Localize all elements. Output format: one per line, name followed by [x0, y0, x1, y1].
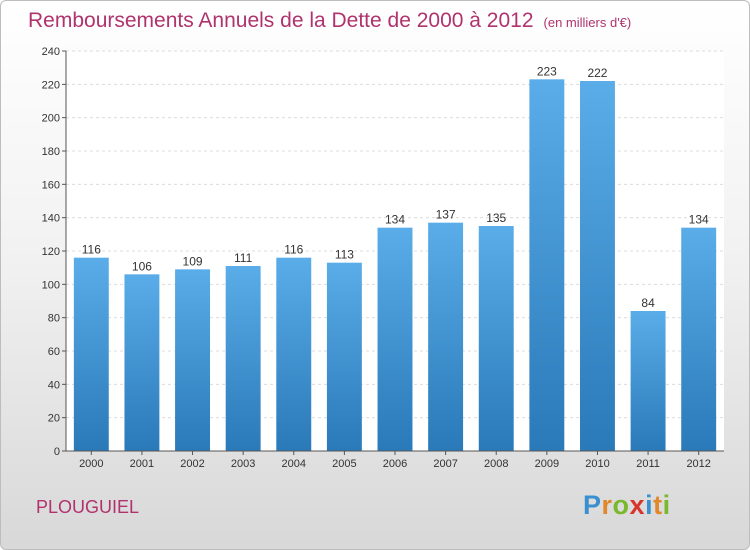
- chart-unit: (en milliers d'€): [543, 15, 632, 30]
- bar-value-label: 116: [82, 243, 101, 257]
- bar-value-label: 106: [132, 259, 152, 273]
- city-name: PLOUGUIEL: [36, 497, 140, 517]
- x-tick-label: 2007: [433, 458, 457, 470]
- x-tick-label: 2002: [180, 458, 204, 470]
- bar-value-label: 222: [587, 66, 607, 80]
- x-tick-label: 2004: [282, 458, 306, 470]
- x-tick-label: 2000: [79, 458, 103, 470]
- x-tick-label: 2003: [231, 458, 255, 470]
- bar-2006: [377, 227, 413, 451]
- bar-value-label: 113: [335, 248, 354, 262]
- bar-2011: [630, 311, 666, 451]
- logo-letter: o: [612, 490, 630, 520]
- proxiti-logo: Proxiti: [583, 490, 671, 521]
- bar-2003: [225, 266, 261, 451]
- x-tick-label: 2008: [484, 458, 508, 470]
- y-tick-label: 40: [48, 379, 60, 391]
- logo-letter: i: [662, 490, 671, 520]
- bar-2001: [124, 274, 160, 451]
- bar-2008: [478, 226, 514, 451]
- bar-value-label: 134: [385, 213, 405, 227]
- bar-2007: [428, 222, 464, 451]
- bar-value-label: 109: [183, 254, 203, 268]
- bar-2000: [73, 257, 109, 451]
- bar-value-label: 223: [537, 64, 557, 78]
- x-tick-label: 2010: [585, 458, 609, 470]
- y-tick-label: 20: [48, 413, 60, 425]
- y-tick-label: 160: [42, 179, 60, 191]
- y-tick-label: 0: [54, 446, 60, 458]
- bar-2005: [326, 262, 362, 451]
- bar-value-label: 116: [284, 243, 303, 257]
- logo-letter: t: [653, 490, 663, 520]
- x-tick-label: 2005: [332, 458, 356, 470]
- x-tick-label: 2011: [636, 458, 660, 470]
- logo-letter: r: [601, 490, 613, 520]
- logo-letter: i: [645, 490, 654, 520]
- x-tick-label: 2006: [383, 458, 407, 470]
- y-tick-label: 60: [48, 346, 60, 358]
- y-tick-label: 120: [42, 246, 60, 258]
- x-tick-label: 2009: [535, 458, 559, 470]
- logo-letter: x: [629, 490, 646, 520]
- y-tick-label: 180: [42, 146, 60, 158]
- y-tick-label: 100: [42, 279, 60, 291]
- y-tick-label: 200: [42, 113, 60, 125]
- logo-letter: P: [583, 490, 602, 520]
- bar-2010: [579, 81, 615, 451]
- y-tick-label: 80: [48, 313, 60, 325]
- x-tick-label: 2012: [686, 458, 710, 470]
- bar-2004: [276, 257, 312, 451]
- bar-2002: [175, 269, 211, 451]
- bar-value-label: 137: [436, 208, 456, 222]
- bar-value-label: 84: [641, 296, 655, 310]
- bar-value-label: 135: [486, 211, 506, 225]
- chart-title-text: Remboursements Annuels de la Dette de 20…: [28, 9, 534, 32]
- bar-2009: [529, 79, 565, 451]
- chart-title: Remboursements Annuels de la Dette de 20…: [28, 9, 631, 33]
- y-tick-label: 240: [42, 46, 60, 58]
- y-tick-label: 220: [42, 79, 60, 91]
- x-tick-label: 2001: [130, 458, 154, 470]
- bar-2012: [681, 227, 717, 451]
- bar-value-label: 111: [234, 251, 253, 265]
- y-tick-label: 140: [42, 213, 60, 225]
- bar-value-label: 134: [689, 213, 709, 227]
